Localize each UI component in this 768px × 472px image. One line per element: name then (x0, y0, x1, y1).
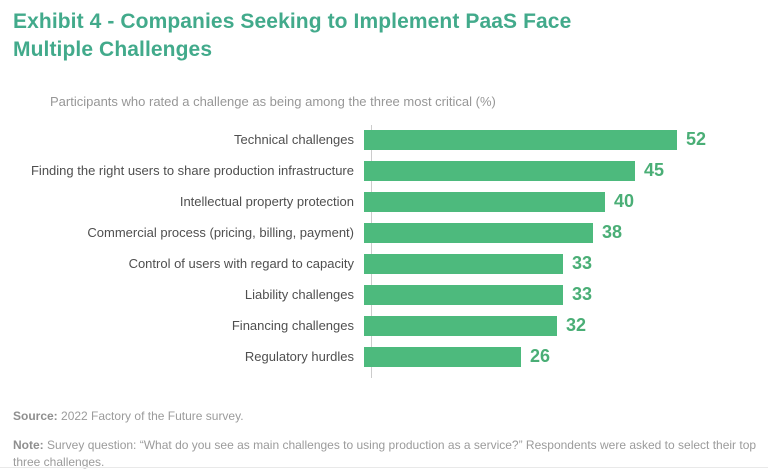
chart-row: Liability challenges 33 (13, 279, 755, 310)
note-label: Note: (13, 438, 44, 452)
note-line: Note: Survey question: “What do you see … (13, 437, 758, 472)
value-label: 40 (614, 191, 635, 211)
source-line: Source: 2022 Factory of the Future surve… (13, 409, 244, 423)
source-label: Source: (13, 409, 58, 423)
bar-track: 33 (363, 284, 755, 305)
value-label: 32 (566, 315, 587, 335)
bar-chart-rows: Technical challenges 52 Finding the right … (13, 124, 755, 374)
bar (364, 222, 593, 243)
chart-row: Regulatory hurdles 26 (13, 341, 755, 372)
value-label: 45 (644, 160, 665, 180)
category-label: Intellectual property protection (179, 194, 354, 209)
bar-track: 40 (363, 191, 755, 212)
category-label: Regulatory hurdles (244, 349, 354, 364)
chart-subtitle: Participants who rated a challenge as be… (50, 94, 496, 109)
bar-track: 38 (363, 222, 755, 243)
bar-track: 32 (363, 315, 755, 336)
bar (364, 191, 605, 212)
value-label: 26 (530, 346, 551, 366)
bar (364, 129, 677, 150)
bar (364, 346, 521, 367)
chart-row: Control of users with regard to capacity… (13, 248, 755, 279)
exhibit-title: Exhibit 4 - Companies Seeking to Impleme… (13, 10, 572, 62)
category-label: Liability challenges (244, 287, 354, 302)
chart-row: Financing challenges 32 (13, 310, 755, 341)
category-label: Commercial process (pricing, billing, pa… (87, 225, 354, 240)
bar-track: 26 (363, 346, 755, 367)
bar-track: 52 (363, 129, 755, 150)
bottom-divider (0, 467, 768, 468)
category-label: Financing challenges (231, 318, 354, 333)
y-axis-line (371, 125, 372, 378)
value-label: 52 (686, 129, 707, 149)
source-text: 2022 Factory of the Future survey. (57, 409, 244, 423)
bar (364, 315, 557, 336)
chart-row: Commercial process (pricing, billing, pa… (13, 217, 755, 248)
value-label: 38 (602, 222, 623, 242)
bar (364, 284, 563, 305)
bar-chart: Technical challenges 52 Finding the right … (13, 124, 755, 378)
note-text: Survey question: “What do you see as mai… (13, 438, 757, 470)
value-label: 33 (572, 253, 593, 273)
category-label: Control of users with regard to capacity (128, 256, 354, 271)
bar (364, 253, 563, 274)
value-label: 33 (572, 284, 593, 304)
bar-track: 33 (363, 253, 755, 274)
bar (364, 160, 635, 181)
category-label: Technical challenges (234, 132, 354, 147)
chart-row: Intellectual property protection 40 (13, 186, 755, 217)
chart-row: Technical challenges 52 (13, 124, 755, 155)
chart-row: Finding the right users to share product… (13, 155, 755, 186)
category-label: Finding the right users to share product… (30, 163, 354, 178)
bar-track: 45 (363, 160, 755, 181)
